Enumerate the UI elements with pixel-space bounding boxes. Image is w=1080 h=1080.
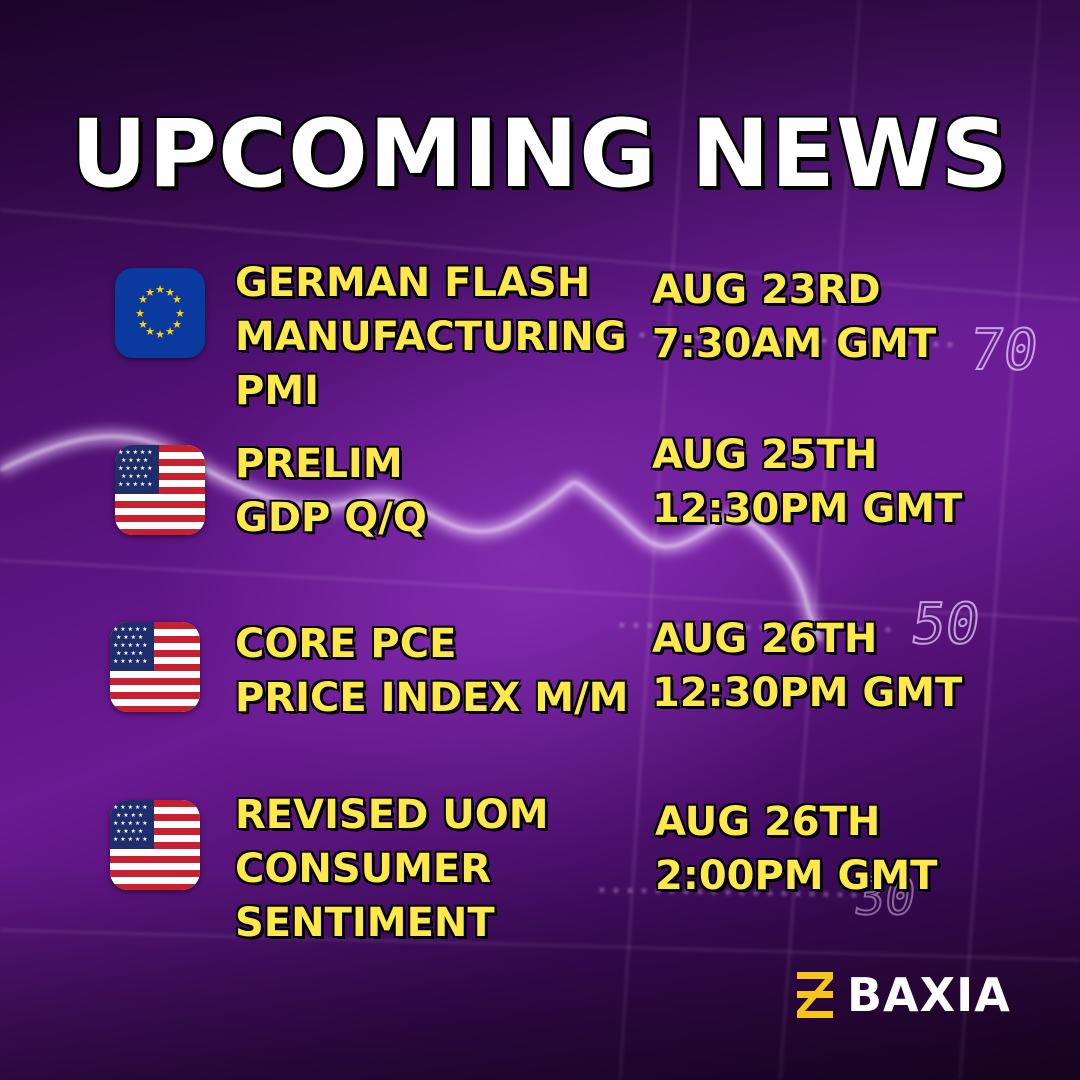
svg-text:★ ★ ★ ★: ★ ★ ★ ★ (121, 473, 148, 480)
svg-text:★: ★ (145, 325, 155, 338)
event-time: 7:30AM GMT (651, 320, 937, 368)
us-flag-icon: ★ ★ ★ ★ ★ ★ ★ ★ ★ ★ ★ ★ ★ ★ ★ ★ ★ ★ ★ ★ ★ ★… (110, 800, 200, 890)
svg-text:★: ★ (138, 318, 148, 331)
event-datetime: AUG 26TH 12:30PM GMT (651, 612, 963, 720)
svg-text:★ ★ ★ ★ ★: ★ ★ ★ ★ ★ (118, 449, 153, 456)
event-date: AUG 23RD (651, 266, 882, 314)
svg-text:★ ★ ★ ★: ★ ★ ★ ★ (116, 828, 143, 835)
event-date: AUG 25TH (651, 431, 878, 479)
svg-text:★: ★ (155, 328, 165, 341)
svg-text:★ ★ ★ ★ ★: ★ ★ ★ ★ ★ (113, 820, 148, 827)
svg-text:★ ★ ★ ★: ★ ★ ★ ★ (121, 457, 148, 464)
event-datetime: AUG 23RD 7:30AM GMT (651, 263, 937, 371)
svg-text:★ ★ ★ ★ ★: ★ ★ ★ ★ ★ (113, 626, 148, 633)
event-date: AUG 26TH (651, 615, 878, 663)
svg-text:★: ★ (135, 307, 145, 320)
svg-text:★ ★ ★ ★ ★: ★ ★ ★ ★ ★ (113, 836, 148, 843)
us-flag-icon: ★ ★ ★ ★ ★ ★ ★ ★ ★ ★ ★ ★ ★ ★ ★ ★ ★ ★ ★ ★ ★ ★… (110, 622, 200, 712)
svg-text:★ ★ ★ ★ ★: ★ ★ ★ ★ ★ (118, 465, 153, 472)
event-time: 12:30PM GMT (651, 485, 963, 533)
svg-text:★ ★ ★ ★: ★ ★ ★ ★ (116, 650, 143, 657)
svg-text:★: ★ (172, 293, 182, 306)
event-time: 12:30PM GMT (651, 669, 963, 717)
event-name: CORE PCE PRICE INDEX M/M (234, 620, 629, 722)
us-flag-icon: ★ ★ ★ ★ ★ ★ ★ ★ ★ ★ ★ ★ ★ ★ ★ ★ ★ ★ ★ ★ ★ ★… (115, 445, 205, 535)
baxia-logo-icon (797, 972, 833, 1018)
event-time: 2:00PM GMT (654, 852, 938, 900)
svg-text:★: ★ (175, 307, 185, 320)
svg-text:★: ★ (138, 293, 148, 306)
event-name: GERMAN FLASH MANUFACTURING PMI (234, 259, 628, 415)
svg-text:★: ★ (145, 286, 155, 299)
svg-text:★ ★ ★ ★ ★: ★ ★ ★ ★ ★ (118, 481, 153, 488)
svg-text:★ ★ ★ ★ ★: ★ ★ ★ ★ ★ (113, 658, 148, 665)
event-datetime: AUG 26TH 2:00PM GMT (654, 795, 938, 903)
brand-logo: BAXIA (795, 968, 1011, 1022)
svg-text:★ ★ ★ ★: ★ ★ ★ ★ (116, 634, 143, 641)
page-title: UPCOMING NEWS (69, 99, 1010, 211)
event-date: AUG 26TH (654, 798, 881, 846)
axis-label-70: 70 (964, 317, 1043, 384)
svg-text:★ ★ ★ ★ ★: ★ ★ ★ ★ ★ (113, 804, 148, 811)
svg-text:★: ★ (165, 286, 175, 299)
svg-text:★: ★ (172, 318, 182, 331)
event-datetime: AUG 25TH 12:30PM GMT (651, 428, 963, 536)
brand-name: BAXIA (847, 968, 1011, 1022)
svg-text:★ ★ ★ ★: ★ ★ ★ ★ (116, 812, 143, 819)
event-name: REVISED UOM CONSUMER SENTIMENT (234, 791, 550, 947)
eu-flag-icon: ★ ★ ★ ★ ★ ★ ★ ★ ★ ★ ★ ★ (115, 268, 205, 358)
svg-text:★ ★ ★ ★ ★: ★ ★ ★ ★ ★ (113, 642, 148, 649)
svg-text:★: ★ (165, 325, 175, 338)
event-name: PRELIM GDP Q/Q (234, 440, 428, 542)
svg-text:★: ★ (155, 283, 165, 296)
